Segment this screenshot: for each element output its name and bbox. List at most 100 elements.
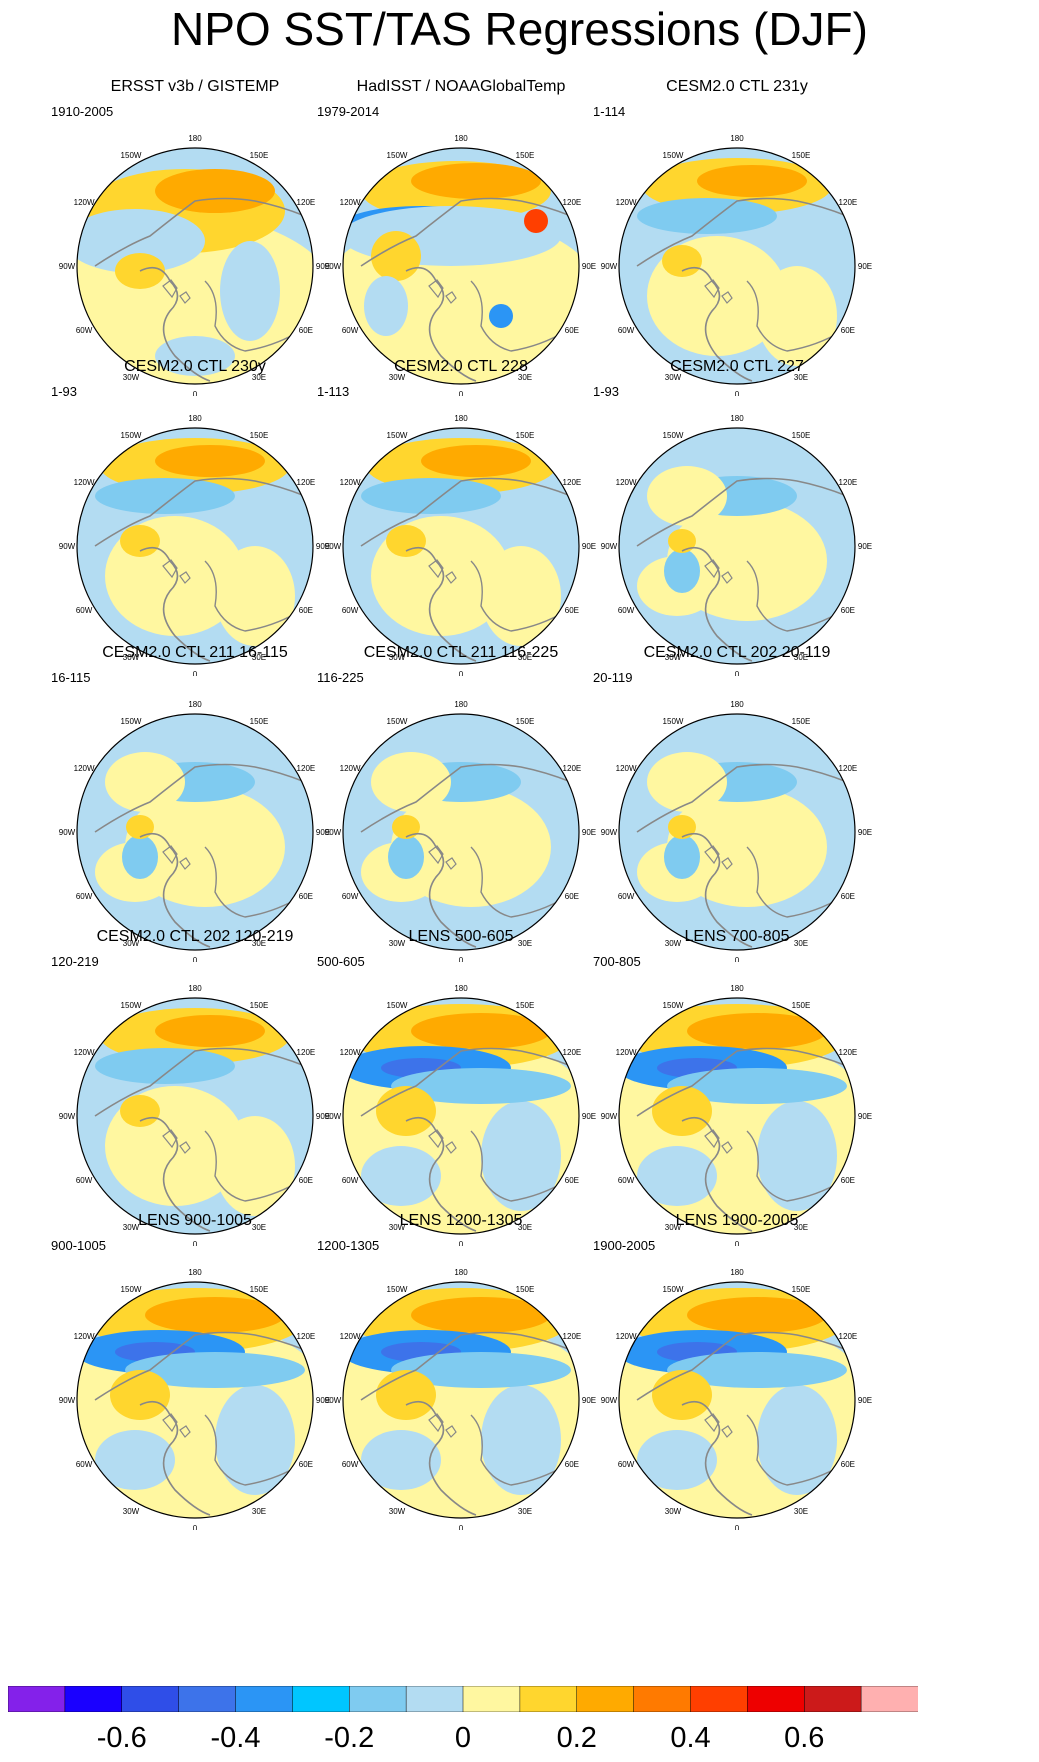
longitude-label: 0 — [459, 390, 464, 396]
longitude-label: 30W — [665, 373, 682, 382]
longitude-label: 0 — [193, 956, 198, 962]
map-panel: CESM2.0 CTL 227 180 150E 120E 90E 60E 30E 0 30W 6… — [587, 358, 887, 676]
polar-map: 180 150E 120E 90E 60E 30E 0 30W 60W 90W 120W 150W — [601, 414, 872, 676]
longitude-label: 0 — [735, 956, 740, 962]
longitude-label: 150E — [792, 431, 811, 440]
polar-map: 180 150E 120E 90E 60E 30E 0 30W 60W 90W 120W 150W — [601, 984, 872, 1246]
colorbar-tick-label: -0.4 — [210, 1722, 261, 1754]
panel-title: CESM2.0 CTL 211 116-225 — [363, 644, 559, 661]
polar-map: 180 150E 120E 90E 60E 30E 0 30W 60W 90W 120W 150W — [601, 700, 872, 962]
longitude-label: 150W — [387, 151, 408, 160]
map-panel: CESM2.0 CTL 231y 180 150E 120E 90E 60E 30E 0 30W… — [587, 78, 887, 396]
longitude-label: 150E — [792, 717, 811, 726]
longitude-label: 60W — [618, 326, 635, 335]
longitude-label: 150W — [121, 431, 142, 440]
longitude-label: 90W — [601, 1112, 618, 1121]
colorbar — [8, 1686, 918, 1712]
longitude-label: 0 — [459, 670, 464, 676]
colorbar-swatch — [405, 1686, 464, 1712]
period-label: 1200-1305 — [317, 1238, 380, 1253]
map-boundary — [342, 997, 580, 1235]
panel-title: CESM2.0 CTL 211 16-115 — [102, 644, 288, 661]
longitude-label: 120E — [563, 198, 582, 207]
map-boundary — [618, 1281, 856, 1519]
longitude-label: 30W — [665, 653, 682, 662]
longitude-label: 120W — [340, 198, 361, 207]
longitude-label: 150W — [121, 1001, 142, 1010]
longitude-label: 30E — [252, 939, 266, 948]
longitude-label: 150E — [792, 1285, 811, 1294]
longitude-label: 60E — [565, 1460, 579, 1469]
period-label: 20-119 — [593, 670, 633, 685]
longitude-label: 180 — [454, 1268, 468, 1277]
colorbar-tick-label: 0 — [454, 1722, 472, 1754]
longitude-label: 120E — [297, 198, 316, 207]
longitude-label: 30E — [794, 373, 808, 382]
colorbar-swatch — [576, 1686, 635, 1712]
longitude-label: 60W — [342, 1460, 359, 1469]
longitude-label: 60E — [841, 326, 855, 335]
period-label: 1-93 — [593, 384, 620, 399]
longitude-label: 90E — [582, 262, 596, 271]
panel-title: CESM2.0 CTL 230y — [124, 358, 266, 375]
longitude-label: 90W — [59, 262, 76, 271]
longitude-label: 120E — [839, 1048, 858, 1057]
longitude-label: 30E — [252, 653, 266, 662]
longitude-label: 0 — [193, 1524, 198, 1530]
longitude-label: 120W — [340, 478, 361, 487]
colorbar-swatch — [178, 1686, 237, 1712]
longitude-label: 120E — [297, 764, 316, 773]
longitude-label: 30W — [389, 653, 406, 662]
longitude-label: 30E — [252, 1507, 266, 1516]
longitude-label: 90W — [325, 262, 342, 271]
longitude-label: 90W — [601, 262, 618, 271]
longitude-label: 60W — [76, 1460, 93, 1469]
longitude-label: 90W — [59, 1112, 76, 1121]
longitude-label: 0 — [735, 670, 740, 676]
period-label: 1-114 — [593, 104, 626, 119]
longitude-label: 150E — [792, 151, 811, 160]
map-panel: LENS 900-1005 180 150E 120E 90E 60E 30E 0 30W 60W… — [45, 1212, 345, 1530]
map-panel: CESM2.0 CTL 211 16-115 180 150E 120E 90E 60E 3… — [45, 644, 345, 962]
map-boundary — [618, 713, 856, 951]
longitude-label: 60W — [76, 606, 93, 615]
longitude-label: 30E — [518, 1223, 532, 1232]
longitude-label: 150W — [387, 1001, 408, 1010]
panel-title: CESM2.0 CTL 202 120-219 — [96, 928, 294, 945]
longitude-label: 150E — [516, 717, 535, 726]
longitude-label: 30W — [389, 1223, 406, 1232]
longitude-label: 180 — [188, 414, 202, 423]
longitude-label: 120W — [340, 1048, 361, 1057]
colorbar-swatch — [235, 1686, 294, 1712]
longitude-label: 0 — [459, 1240, 464, 1246]
longitude-label: 180 — [730, 414, 744, 423]
map-boundary — [76, 1281, 314, 1519]
longitude-label: 60E — [299, 892, 313, 901]
period-label: 1-113 — [317, 384, 350, 399]
longitude-label: 30W — [665, 1507, 682, 1516]
longitude-label: 60W — [618, 1460, 635, 1469]
panel-title: HadISST / NOAAGlobalTemp — [356, 78, 566, 95]
polar-map: 180 150E 120E 90E 60E 30E 0 30W 60W 90W 120W 150W — [325, 984, 596, 1246]
longitude-label: 90W — [325, 1112, 342, 1121]
period-label: 1900-2005 — [593, 1238, 656, 1253]
panel-title: CESM2.0 CTL 202 20-119 — [643, 644, 831, 661]
longitude-label: 120W — [616, 478, 637, 487]
longitude-label: 180 — [730, 1268, 744, 1277]
map-boundary — [76, 997, 314, 1235]
longitude-label: 60E — [841, 1176, 855, 1185]
longitude-label: 150W — [387, 431, 408, 440]
longitude-label: 120W — [340, 1332, 361, 1341]
longitude-label: 30E — [518, 373, 532, 382]
longitude-label: 90E — [582, 542, 596, 551]
longitude-label: 60E — [565, 326, 579, 335]
panel-title: CESM2.0 CTL 231y — [666, 78, 808, 95]
map-panel: ERSST v3b / GISTEMP 180 150E 120E 90E 60E 30E 0… — [45, 78, 345, 396]
longitude-label: 60W — [618, 606, 635, 615]
longitude-label: 150W — [387, 717, 408, 726]
longitude-label: 150W — [663, 1285, 684, 1294]
longitude-label: 120E — [297, 1048, 316, 1057]
longitude-label: 120E — [839, 198, 858, 207]
longitude-label: 180 — [188, 134, 202, 143]
longitude-label: 180 — [730, 984, 744, 993]
